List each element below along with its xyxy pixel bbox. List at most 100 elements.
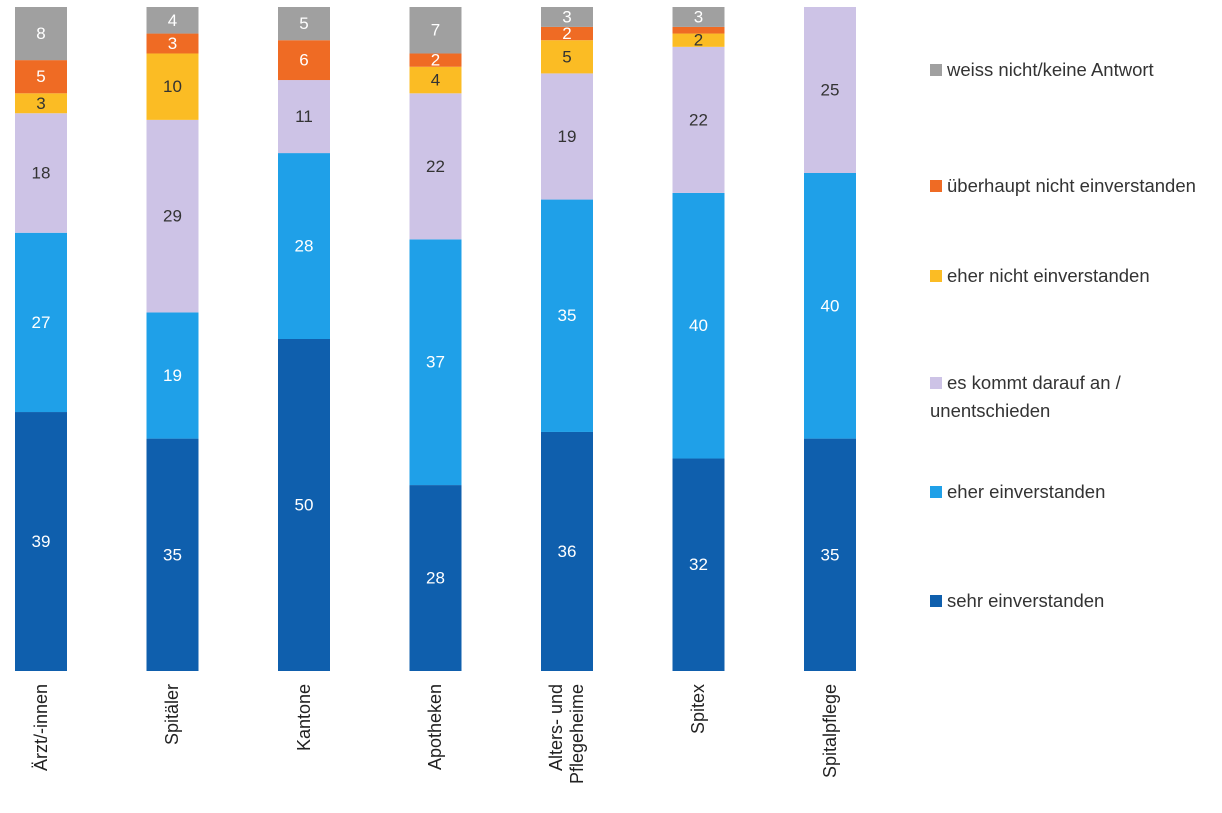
data-label: 29	[163, 207, 182, 226]
bar-segment	[409, 239, 462, 486]
data-label: 3	[694, 7, 703, 26]
bar-segment	[146, 53, 199, 120]
x-tick-label: Apotheken	[425, 684, 445, 771]
bar-segment	[409, 485, 462, 671]
data-label: 50	[295, 495, 314, 514]
bar-segment	[804, 7, 856, 173]
bar-segment	[278, 7, 330, 41]
x-tick-label: Spitalpflege	[819, 684, 840, 779]
data-label: 4	[431, 71, 440, 90]
bar-segment	[15, 60, 67, 94]
legend-swatch	[930, 180, 942, 192]
legend-swatch	[930, 270, 942, 282]
x-tick-label: Alters- und Pflegeheime	[546, 684, 587, 785]
legend-swatch	[930, 64, 942, 76]
bar-segment	[15, 232, 67, 413]
legend-swatch	[930, 486, 942, 498]
x-tick-label: Kantone	[293, 684, 314, 752]
bar-segment	[146, 312, 199, 439]
legend-swatch	[930, 595, 942, 607]
bar-segment	[15, 113, 67, 233]
data-label: 3	[562, 7, 571, 26]
bar-segment	[278, 153, 330, 339]
bar-segment	[15, 412, 67, 671]
bar-segment	[804, 438, 856, 671]
data-label: 5	[299, 14, 308, 33]
data-label: 27	[32, 313, 51, 332]
data-label: 19	[558, 127, 577, 146]
legend-item: eher nicht einverstanden	[930, 262, 1200, 290]
data-label: 36	[558, 542, 577, 561]
bar-segment	[146, 7, 199, 34]
data-label: 18	[32, 163, 51, 182]
bar-segment	[278, 339, 330, 671]
x-tick-label: Ärzt/-innen	[30, 684, 51, 772]
data-label: 8	[36, 24, 45, 43]
data-label: 28	[426, 569, 445, 588]
bar-segment	[541, 26, 593, 41]
data-label: 5	[36, 67, 45, 86]
bar-segment	[409, 7, 462, 54]
bar-segment	[278, 40, 330, 81]
bar-segment	[541, 431, 593, 671]
bar-segment	[278, 80, 330, 154]
bar-segment	[541, 73, 593, 200]
bar-segment	[15, 93, 67, 114]
legend-item: eher einverstanden	[930, 478, 1200, 506]
legend-label: überhaupt nicht einverstanden	[947, 175, 1196, 196]
bar-segment	[146, 438, 199, 671]
x-tick-label: Spitäler	[162, 684, 182, 746]
data-label: 35	[558, 306, 577, 325]
bar-segment	[409, 53, 462, 67]
legend-label: eher einverstanden	[947, 481, 1106, 502]
data-label: 37	[426, 353, 445, 372]
bar-segment	[672, 458, 725, 671]
legend-label: eher nicht einverstanden	[947, 265, 1150, 286]
bar-segment	[541, 199, 593, 432]
data-label: 2	[562, 24, 571, 43]
bar-segment	[146, 33, 199, 54]
data-label: 7	[431, 21, 440, 40]
x-tick-label: Spitex	[688, 684, 708, 735]
data-label: 22	[689, 110, 708, 129]
legend-swatch	[930, 377, 942, 389]
data-label: 25	[821, 80, 840, 99]
data-label: 35	[163, 545, 182, 564]
legend-label: weiss nicht/keine Antwort	[947, 59, 1154, 80]
bar-segment	[672, 7, 725, 27]
bar-segment	[541, 40, 593, 74]
bar-segment	[146, 119, 199, 313]
data-label: 2	[431, 51, 440, 70]
legend-label: es kommt darauf an / unentschieden	[930, 372, 1121, 421]
data-label: 3	[36, 94, 45, 113]
bar-segment	[409, 93, 462, 240]
data-label: 28	[295, 237, 314, 256]
bar-segment	[672, 26, 725, 34]
data-label: 4	[168, 11, 177, 30]
legend-item: weiss nicht/keine Antwort	[930, 56, 1200, 84]
bar-segment	[15, 7, 67, 61]
legend-item: sehr einverstanden	[930, 587, 1200, 615]
data-label: 10	[163, 77, 182, 96]
legend-item: überhaupt nicht einverstanden	[930, 172, 1200, 200]
legend-label: sehr einverstanden	[947, 590, 1105, 611]
data-label: 40	[689, 316, 708, 335]
data-label: 2	[694, 31, 703, 50]
data-label: 19	[163, 366, 182, 385]
bar-segment	[672, 33, 725, 47]
bar-segment	[409, 66, 462, 94]
legend-item: es kommt darauf an / unentschieden	[930, 369, 1200, 425]
bar-segment	[672, 192, 725, 459]
data-label: 40	[821, 296, 840, 315]
data-label: 3	[168, 34, 177, 53]
data-label: 6	[299, 51, 308, 70]
data-label: 5	[562, 47, 571, 66]
data-label: 11	[295, 107, 313, 126]
data-label: 32	[689, 555, 708, 574]
bar-segment	[541, 7, 593, 27]
data-label: 39	[32, 532, 51, 551]
data-label: 22	[426, 157, 445, 176]
bar-segment	[804, 173, 856, 439]
